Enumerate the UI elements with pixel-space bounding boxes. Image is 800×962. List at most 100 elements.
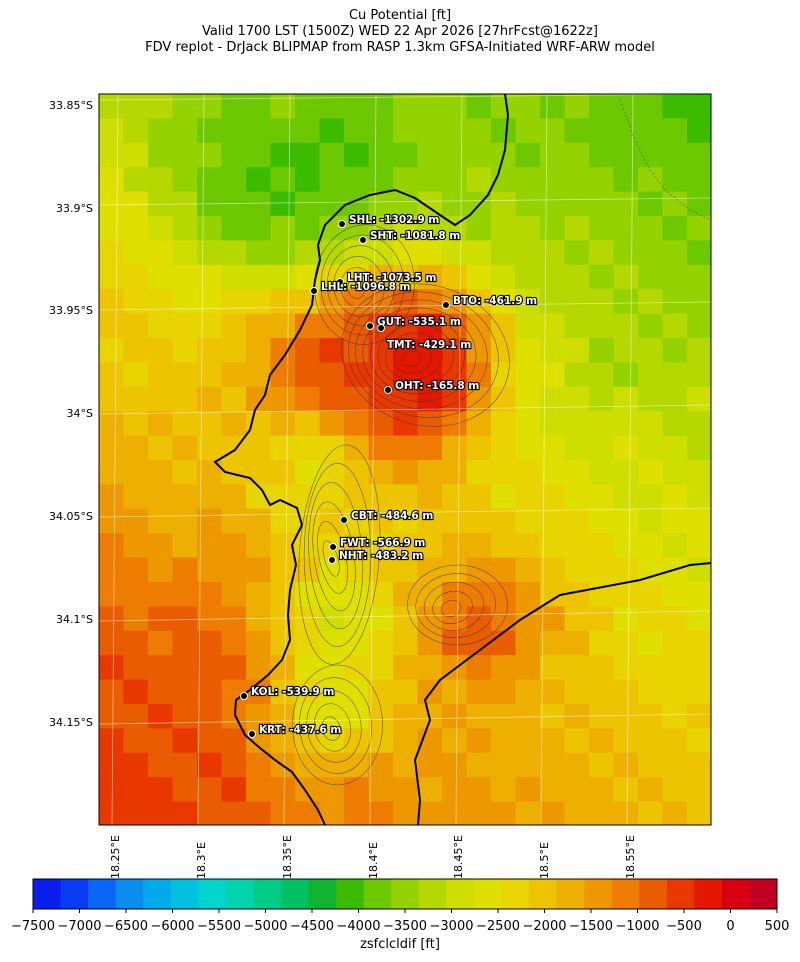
grid-cell (99, 533, 125, 559)
grid-cell (662, 167, 688, 193)
grid-cell (466, 289, 492, 315)
grid-cell (246, 142, 272, 168)
colorbar-tick-label: −4500 (290, 919, 334, 934)
grid-cell (638, 460, 664, 485)
grid-cell (148, 655, 174, 681)
grid-cell (491, 338, 517, 363)
grid-cell (393, 606, 419, 632)
grid-cell (491, 533, 517, 559)
grid-cell (148, 752, 174, 778)
grid-cell (687, 118, 711, 144)
grid-cell (540, 118, 566, 144)
station-gut-label: GUT: -535.1 m (377, 316, 461, 328)
grid-cell (344, 289, 370, 315)
grid-cell (172, 411, 198, 437)
grid-cell (466, 557, 492, 583)
grid-cell (123, 704, 149, 729)
grid-cell (270, 557, 296, 583)
grid-cell (515, 557, 541, 583)
contour-line (299, 677, 373, 774)
colorbar-tick-label: −4000 (336, 919, 381, 934)
grid-cell (466, 533, 492, 559)
contour-line (401, 350, 421, 367)
grid-cell (221, 508, 247, 534)
grid-cell (99, 460, 125, 485)
grid-cell (319, 606, 345, 632)
grid-cell (613, 704, 639, 729)
grid-cell (589, 191, 615, 217)
grid-cell (515, 460, 541, 485)
colorbar-tick-label: −7500 (11, 919, 55, 934)
grid-cell (589, 508, 615, 534)
grid-cell (466, 118, 492, 144)
grid-cell (540, 362, 566, 388)
grid-cell (99, 435, 125, 461)
grid-cell (368, 191, 394, 217)
grid-cell (491, 704, 517, 729)
grid-cell (221, 142, 247, 168)
grid-cell (197, 216, 223, 241)
grid-cell (540, 557, 566, 583)
grid-cell (123, 777, 149, 803)
grid-cell (221, 289, 247, 315)
grid-cell (466, 752, 492, 778)
grid-cell (197, 704, 223, 729)
grid-cell (687, 752, 711, 778)
grid-cell (589, 655, 615, 681)
grid-cell (246, 411, 272, 437)
grid-cell (417, 533, 443, 559)
grid-cell (613, 313, 639, 339)
lat-label: 33.9°S (56, 202, 93, 215)
contour-line (321, 716, 341, 741)
lat-label: 34.05°S (49, 510, 93, 523)
grid-cell (319, 386, 345, 412)
grid-cell (393, 435, 419, 461)
grid-cell (197, 240, 223, 266)
grid-cell (613, 94, 639, 119)
grid-cell (442, 338, 468, 363)
grid-cell (466, 606, 492, 632)
grid-cell (246, 167, 272, 193)
colorbar-swatch (611, 879, 640, 909)
colorbar-label: zsfclcldif [ft] (360, 937, 440, 952)
grid-cell (540, 167, 566, 193)
grid-cell (172, 630, 198, 656)
grid-cell (638, 679, 664, 705)
grid-cell (368, 655, 394, 681)
grid-cell (172, 313, 198, 339)
grid-cell (638, 655, 664, 681)
grid-cell (564, 216, 590, 241)
grid-cell (172, 606, 198, 632)
grid-cell (589, 630, 615, 656)
grid-cell (662, 386, 688, 412)
grid-cell (295, 338, 321, 363)
chart-source: FDV replot - DrJack BLIPMAP from RASP 1.… (145, 40, 655, 55)
grid-cell (417, 606, 443, 632)
grid-cell (564, 557, 590, 583)
grid-cell (148, 411, 174, 437)
grid-cell (344, 118, 370, 144)
grid-cell (148, 704, 174, 729)
grid-cell (99, 582, 125, 607)
grid-cell (197, 167, 223, 193)
grid-cell (221, 94, 247, 119)
grid-cell (687, 386, 711, 412)
grid-cell (589, 216, 615, 241)
grid-cell (393, 728, 419, 754)
colorbar-swatch (363, 879, 392, 909)
grid-cell (246, 338, 272, 363)
grid-cell (393, 704, 419, 729)
grid-cell (246, 484, 272, 510)
contour-line (393, 341, 432, 374)
grid-cell (319, 435, 345, 461)
graticule (99, 94, 711, 825)
grid-cell (540, 94, 566, 119)
grid-cell (491, 801, 517, 825)
grid-cell (295, 606, 321, 632)
grid-cell (613, 484, 639, 510)
grid-cell (270, 362, 296, 388)
grid-cell (613, 557, 639, 583)
station-krt-marker (248, 730, 256, 738)
grid-cell (172, 801, 198, 825)
grid-cell (540, 216, 566, 241)
